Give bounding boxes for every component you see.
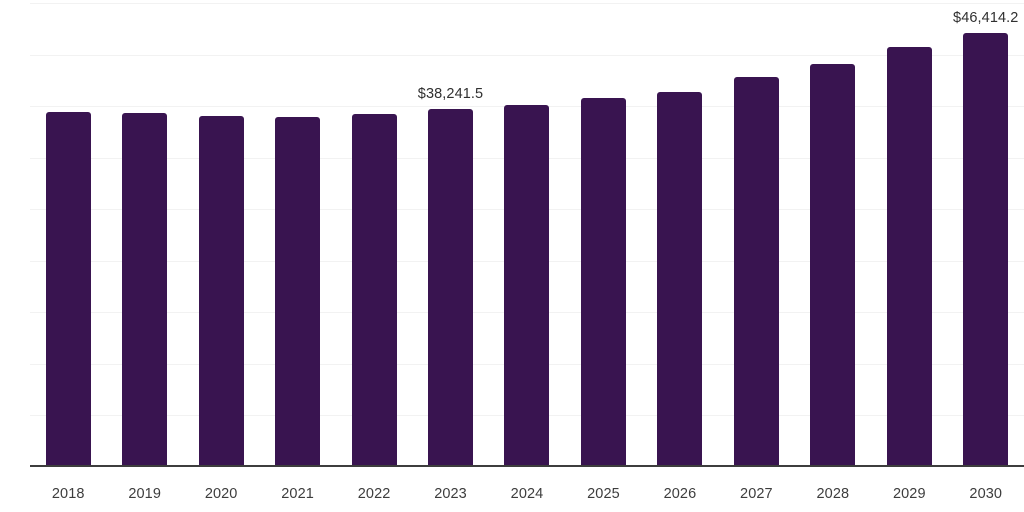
x-tick-2026: 2026 [663,486,697,502]
bar-group [871,0,947,466]
bar-2020[interactable] [198,116,244,466]
x-tick-2027: 2027 [740,486,773,502]
bar-group: $46,414.2 [948,0,1024,466]
bar-group [30,0,106,466]
bar-group [489,0,565,466]
x-tick-2028: 2028 [816,486,850,502]
bar-group [259,0,335,466]
x-tick-2021: 2021 [281,486,314,502]
bar-2019[interactable] [122,113,168,466]
bar-2026[interactable] [657,92,703,466]
bar-value-label-2023: $38,241.5 [417,86,484,103]
bar-2023[interactable] [428,109,474,466]
bar-group [718,0,794,466]
bar-2028[interactable] [810,64,856,466]
x-axis-labels: 2018 2019 2020 2021 2022 2023 2024 2025 2026 2027… [30,468,1024,512]
bar-2022[interactable] [351,114,397,466]
bar-group [183,0,259,466]
bar-2021[interactable] [275,117,321,466]
x-tick-2018: 2018 [51,486,85,502]
x-tick-2022: 2022 [357,486,391,502]
x-tick-2023: 2023 [434,486,467,502]
bar-group [336,0,412,466]
bar-group [565,0,641,466]
x-tick-2030: 2030 [969,486,1003,502]
bar-group [642,0,718,466]
bar-group: $38,241.5 [412,0,488,466]
x-tick-2020: 2020 [204,486,238,502]
bar-group [106,0,182,466]
x-tick-2029: 2029 [892,486,926,502]
x-tick-2024: 2024 [510,486,544,502]
x-axis-line [30,465,1024,467]
bar-2018[interactable] [45,112,91,466]
plot-area: $38,241.5 $46,414.2 [30,0,1024,466]
bar-2025[interactable] [580,98,626,466]
bar-group [795,0,871,466]
x-tick-2019: 2019 [128,486,162,502]
bar-2024[interactable] [504,105,550,466]
bar-2030[interactable] [963,32,1009,466]
bar-2029[interactable] [886,47,932,466]
bar-2027[interactable] [733,77,779,466]
bar-value-label-2030: $46,414.2 [953,9,1019,26]
x-tick-2025: 2025 [587,486,620,502]
